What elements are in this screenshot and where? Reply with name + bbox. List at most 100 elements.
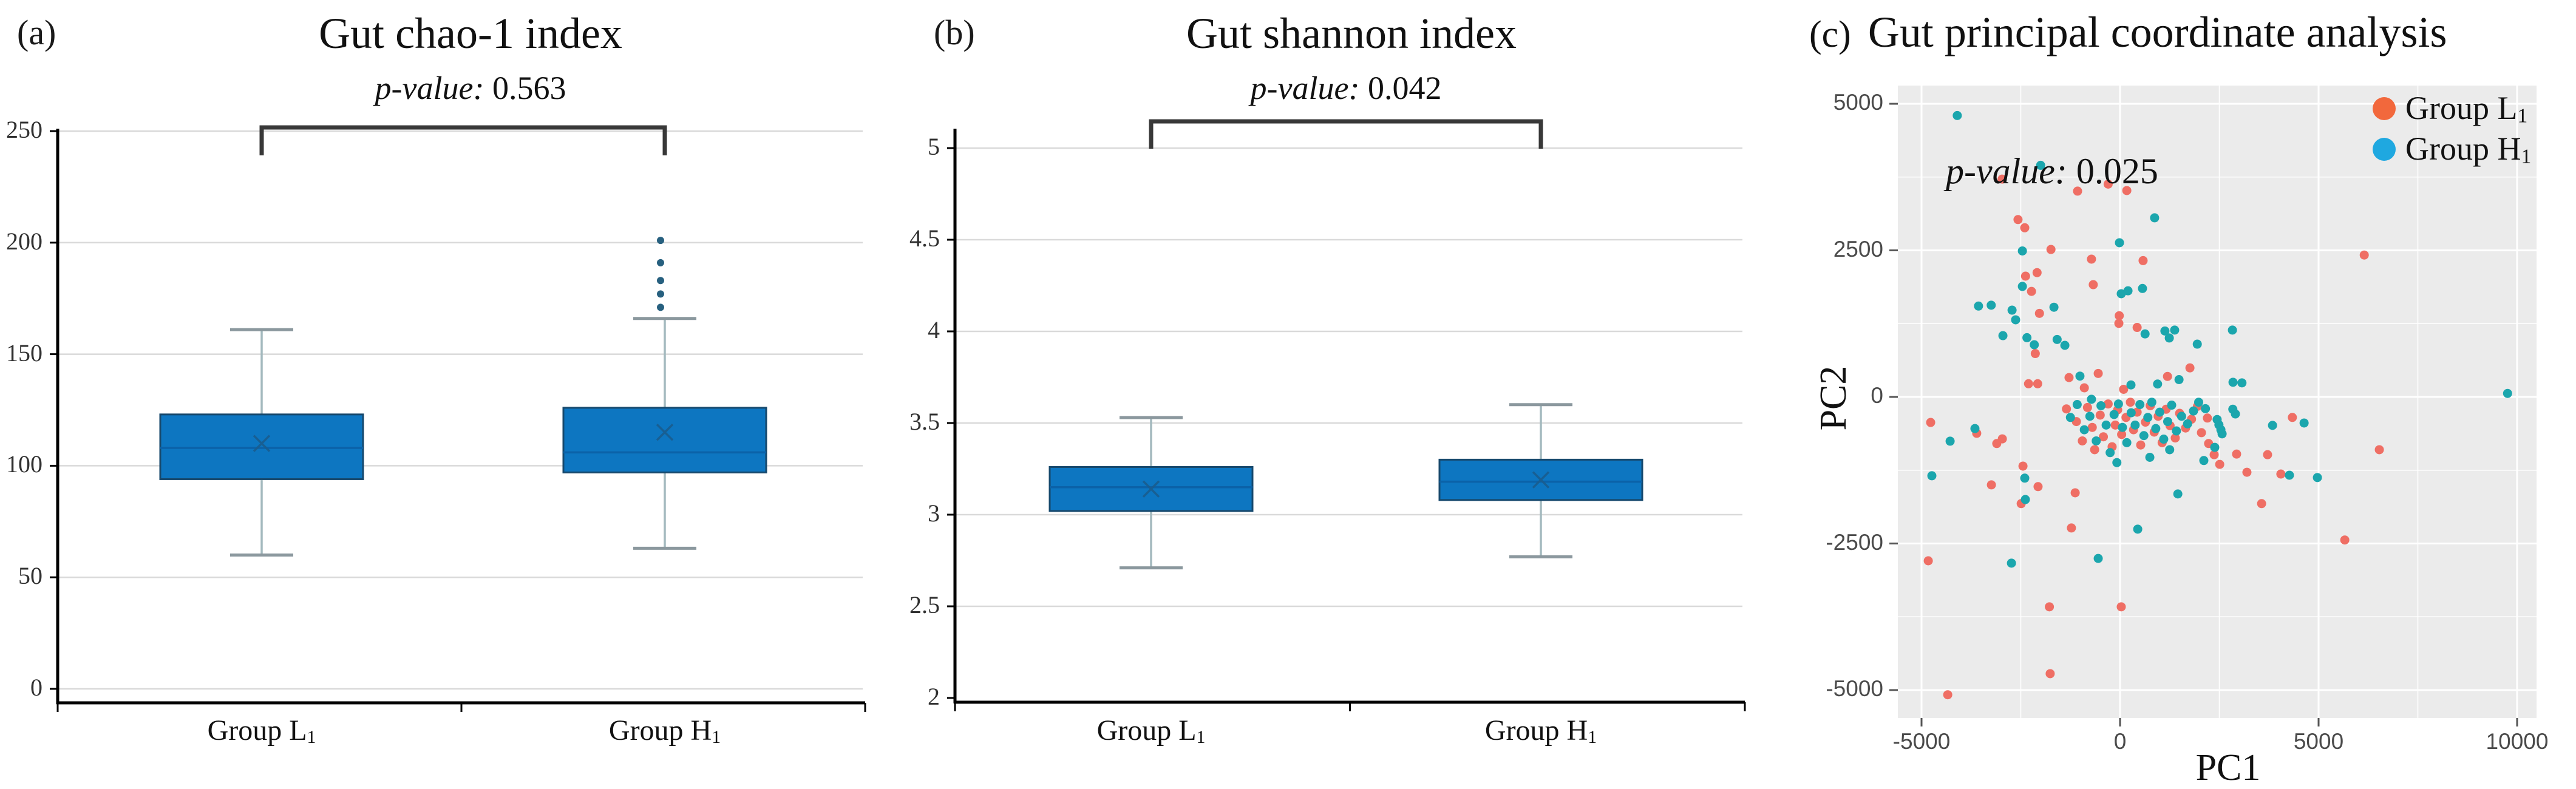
scatter-point xyxy=(2082,402,2092,412)
significance-bracket xyxy=(1149,119,1543,149)
scatter-point xyxy=(2159,435,2169,444)
scatter-point xyxy=(2049,302,2059,312)
scatter-point xyxy=(2045,602,2054,612)
scatter-point xyxy=(2093,368,2103,378)
scatter-point xyxy=(2033,379,2042,388)
scatter-point xyxy=(2174,375,2184,385)
scatter-point xyxy=(2022,333,2032,342)
scatter-point xyxy=(2018,461,2028,471)
panel-b-ytick-3: 3 xyxy=(928,499,940,527)
iqr-box xyxy=(159,413,364,480)
scatter-point xyxy=(2276,469,2286,479)
panel-a-ytick-50: 50 xyxy=(18,562,42,590)
scatter-point xyxy=(2172,426,2181,436)
panel-a-pvalue-number: 0.563 xyxy=(492,70,566,106)
scatter-point xyxy=(2228,325,2237,335)
scatter-point xyxy=(2115,311,2124,320)
scatter-point xyxy=(2151,424,2161,433)
panel-c-pvalue-number: 0.025 xyxy=(2076,151,2158,191)
scatter-point xyxy=(2167,401,2177,410)
panel-a-boxplot xyxy=(50,125,866,712)
outlier-dot xyxy=(657,277,664,285)
panel-c-pvalue: p-value: 0.025 xyxy=(1946,151,2158,192)
scatter-point xyxy=(2067,523,2076,533)
panel-c-ytick--5000: -5000 xyxy=(1826,676,1883,701)
scatter-point xyxy=(2136,440,2146,450)
scatter-point xyxy=(2237,378,2247,388)
legend-label-group-L-text: Group L xyxy=(2405,90,2518,127)
panel-a-pvalue: p-value: 0.563 xyxy=(228,69,713,107)
scatter-point xyxy=(2092,436,2101,445)
scatter-point xyxy=(2143,413,2153,422)
panel-c-title: Gut principal coordinate analysis xyxy=(1867,8,2447,56)
panel-b-category-H: Group H1 xyxy=(1419,714,1662,748)
scatter-point xyxy=(2045,669,2055,679)
legend-label-group-L: Group L1 xyxy=(2405,89,2527,127)
scatter-point xyxy=(2096,401,2106,410)
panel-b-pvalue-label: p-value: xyxy=(1250,70,1360,106)
scatter-point xyxy=(2079,425,2089,435)
scatter-point xyxy=(2064,373,2074,382)
scatter-point xyxy=(1974,301,1983,311)
panel-c-scatter xyxy=(1889,86,2537,726)
box-group-l1 xyxy=(1048,416,1254,570)
scatter-point xyxy=(2115,238,2124,248)
legend-item-group-H: Group H1 xyxy=(2373,130,2531,168)
scatter-point xyxy=(1923,556,1933,566)
scatter-point xyxy=(1986,300,1996,310)
scatter-point xyxy=(2160,326,2170,336)
mean-marker xyxy=(1532,471,1550,489)
scatter-point xyxy=(2103,399,2113,409)
panel-c-title-row: (c) Gut principal coordinate analysis xyxy=(1809,7,2447,58)
scatter-point xyxy=(2201,404,2211,413)
scatter-point xyxy=(2126,398,2135,407)
legend-dot-group-L xyxy=(2373,97,2396,120)
scatter-point xyxy=(2165,445,2175,455)
panel-c-background xyxy=(1898,86,2537,718)
scatter-point xyxy=(2052,334,2062,344)
scatter-point xyxy=(2170,325,2180,335)
scatter-point xyxy=(2138,283,2147,293)
scatter-point xyxy=(2017,246,2027,256)
scatter-point xyxy=(2150,213,2160,223)
scatter-point xyxy=(2183,419,2192,428)
scatter-point xyxy=(2020,473,2030,483)
scatter-point xyxy=(2062,404,2071,414)
panel-a-category-H-sub: 1 xyxy=(712,726,721,747)
legend-label-group-H: Group H1 xyxy=(2405,130,2531,168)
scatter-point xyxy=(2116,602,2126,612)
scatter-point xyxy=(2090,445,2099,455)
scatter-point xyxy=(2033,482,2043,492)
scatter-point xyxy=(2192,339,2202,349)
scatter-point xyxy=(2228,378,2238,387)
scatter-point xyxy=(2088,280,2098,290)
mean-marker xyxy=(253,435,271,452)
scatter-point xyxy=(2079,383,2089,393)
scatter-point xyxy=(2078,436,2087,445)
legend-label-group-L-sub: 1 xyxy=(2517,104,2528,127)
outlier-dot xyxy=(657,237,664,245)
scatter-point xyxy=(1997,174,2007,184)
scatter-point xyxy=(2122,438,2132,447)
scatter-point xyxy=(1943,690,1952,700)
panel-b-ytick-4: 4 xyxy=(928,316,940,344)
scatter-point xyxy=(2155,407,2164,417)
panel-c-xaxis-title: PC1 xyxy=(2195,747,2261,788)
scatter-point xyxy=(2119,384,2129,394)
scatter-point xyxy=(2122,186,2132,195)
scatter-point xyxy=(2147,398,2156,407)
scatter-point xyxy=(2268,421,2277,430)
panel-b-category-H-sub: 1 xyxy=(1588,726,1597,747)
panel-a-ytick-0: 0 xyxy=(30,674,42,701)
scatter-point xyxy=(2112,458,2122,467)
box-group-h1 xyxy=(562,237,767,550)
panel-a-pvalue-label: p-value: xyxy=(375,70,484,106)
panel-a-category-H: Group H1 xyxy=(543,714,786,748)
scatter-point xyxy=(2197,428,2206,438)
scatter-point xyxy=(2126,380,2136,390)
panel-c-ytick-5000: 5000 xyxy=(1833,90,1883,115)
scatter-point xyxy=(2118,422,2127,432)
scatter-point xyxy=(2215,459,2224,469)
scatter-point xyxy=(2164,333,2174,343)
